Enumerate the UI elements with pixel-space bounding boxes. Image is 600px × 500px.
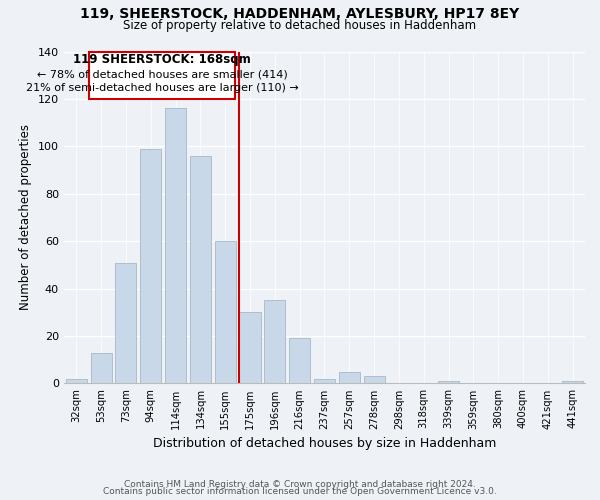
Bar [562,381,583,384]
Text: Contains public sector information licensed under the Open Government Licence v3: Contains public sector information licen… [103,487,497,496]
Bar [89,52,235,99]
Text: 119, SHEERSTOCK, HADDENHAM, AYLESBURY, HP17 8EY: 119, SHEERSTOCK, HADDENHAM, AYLESBURY, H… [80,8,520,22]
Text: Contains HM Land Registry data © Crown copyright and database right 2024.: Contains HM Land Registry data © Crown c… [124,480,476,489]
Bar [66,378,87,384]
X-axis label: Distribution of detached houses by size in Haddenham: Distribution of detached houses by size … [153,437,496,450]
Text: 119 SHEERSTOCK: 168sqm: 119 SHEERSTOCK: 168sqm [73,54,251,66]
Bar [314,378,335,384]
Bar [91,352,112,384]
Bar [215,241,236,384]
Bar [339,372,360,384]
Text: Size of property relative to detached houses in Haddenham: Size of property relative to detached ho… [124,19,476,32]
Bar [364,376,385,384]
Bar [264,300,286,384]
Y-axis label: Number of detached properties: Number of detached properties [19,124,32,310]
Bar [165,108,186,384]
Bar [289,338,310,384]
Text: ← 78% of detached houses are smaller (414): ← 78% of detached houses are smaller (41… [37,69,287,79]
Bar [140,148,161,384]
Bar [438,381,459,384]
Bar [190,156,211,384]
Text: 21% of semi-detached houses are larger (110) →: 21% of semi-detached houses are larger (… [26,83,298,93]
Bar [239,312,260,384]
Bar [115,262,136,384]
